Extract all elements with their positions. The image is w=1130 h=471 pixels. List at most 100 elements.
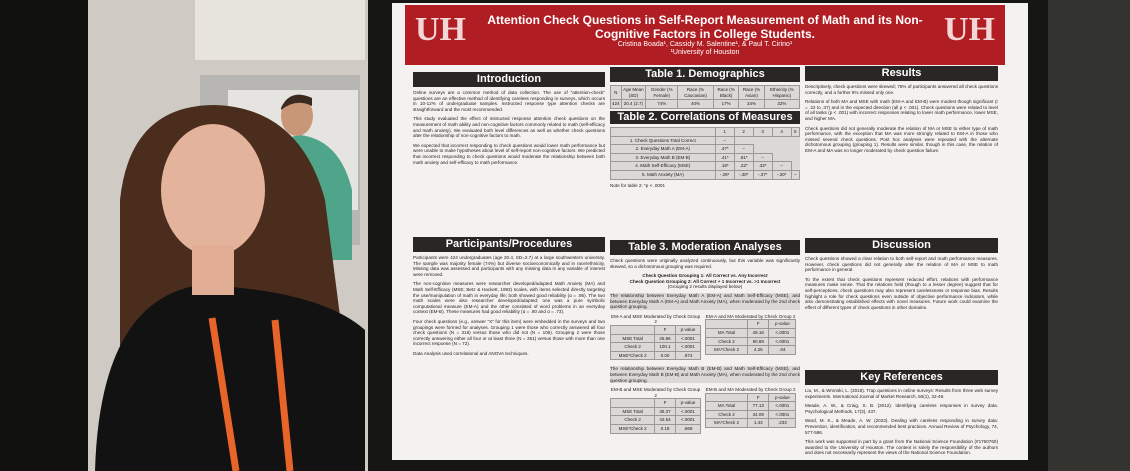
table-cell: .04: [768, 345, 797, 355]
table-cell: –: [733, 144, 754, 154]
table-cell: 90.89: [747, 336, 770, 347]
paragraph: Participants were 424 undergraduates (ag…: [413, 255, 605, 277]
table-cell: MA Total: [704, 327, 749, 338]
table-cell: Check 2: [704, 336, 749, 347]
table2-section: Table 2. Correlations of Measures 1 2 3 4 5 1.…: [610, 111, 800, 237]
table-header: 1: [714, 127, 735, 137]
paragraph: This work was supported in part by a gra…: [805, 439, 998, 456]
section-heading: Table 1. Demographics: [610, 67, 800, 82]
table-header: Race (% Asian): [738, 84, 765, 101]
paragraph: The non-cognitive measures were research…: [413, 281, 605, 315]
table-cell: 2. Everyday Math A (EM-A): [610, 144, 716, 154]
paragraph: Check questions did not generally modera…: [805, 125, 998, 153]
table-row: 3. Everyday Math B (EM-B) .41* .81* –: [610, 152, 800, 163]
table-cell: MSE*Check 2: [610, 424, 656, 434]
table-cell: 4.25: [747, 345, 770, 355]
paragraph: Four check questions (e.g., answer "X" f…: [413, 318, 605, 347]
table-header: N: [610, 84, 622, 101]
paragraph: This study evaluated the effect of instr…: [413, 116, 605, 139]
table-cell: .669: [674, 424, 702, 434]
table-cell: 5. Math Anxiety (MA): [610, 169, 716, 180]
table-cell: <.0001: [674, 415, 702, 426]
table-cell: <.0001: [768, 401, 797, 411]
table-header: 3: [752, 127, 773, 137]
table-row: Check 2 90.89 <.0001: [704, 336, 797, 347]
logo: UH: [944, 11, 995, 48]
table-row: 1. Check Questions Total Correct –: [610, 135, 800, 146]
table-cell: 0.18: [654, 424, 676, 434]
table-cell: 34.09: [747, 409, 770, 420]
table-cell: [610, 127, 716, 137]
table-header: 4: [771, 127, 792, 137]
table-row: 2. Everyday Math A (EM-A) .47* –: [610, 144, 800, 154]
caption: The relationship between Everyday Math B…: [610, 366, 800, 384]
table-cell: <.0001: [768, 327, 797, 338]
man-hair: [281, 94, 312, 110]
table-header: [704, 319, 749, 329]
table-header: p-value: [674, 398, 702, 408]
poster-title: Attention Check Questions in Self-Report…: [487, 13, 923, 41]
table-note: Note for table 2: *p < .0001: [610, 182, 666, 188]
table-cell: –: [714, 135, 735, 146]
sub-table-title: EM-A and MA Moderated by Check Group 2: [705, 313, 796, 319]
table-cell: <.0001: [768, 409, 797, 420]
table-cell: –: [771, 161, 792, 171]
table-cell: MA*Check 2: [704, 345, 749, 355]
table-cell: 1.43: [747, 418, 770, 429]
table-row: MA Total 77.13 <.0001: [704, 401, 797, 411]
table-cell: 1. Check Questions Total Correct: [610, 135, 716, 146]
references-section: Key References Liu, M., & Wronski, L. (20…: [805, 370, 998, 458]
sub-table-title: EM-A and MSE Moderated by Check Group 2: [611, 313, 701, 325]
table-header: [610, 398, 656, 408]
table-cell: .32*: [752, 161, 773, 171]
poster-header: UH UH Attention Check Questions in Self-…: [405, 5, 1005, 65]
table-header: F: [747, 392, 770, 403]
paragraph: Descriptively, check questions were skew…: [805, 84, 998, 95]
table-cell: <.0001: [674, 333, 702, 344]
table-row: 5. Math Anxiety (MA) -.28* -.30* -.37* -.30*…: [610, 169, 800, 180]
table-cell: 4. Math Self-Efficacy (MSE): [610, 161, 716, 171]
paragraph: Meade, A. W., & Craig, S. B. (2012). Ide…: [805, 403, 998, 414]
table-row: MA*Check 2 1.43.233: [704, 418, 797, 429]
table-cell: -.30*: [771, 169, 792, 180]
section-heading: Introduction: [413, 72, 605, 87]
table-cell: MSE Total: [610, 333, 656, 344]
section-heading: Key References: [805, 370, 998, 385]
table-header: F: [654, 324, 676, 335]
table-header: Gender (% Female): [645, 84, 679, 101]
table-row: N Age Mean (SD) Gender (% Female) Race (% C…: [610, 84, 800, 101]
lanyard: [208, 317, 240, 471]
right-wall: [1048, 0, 1130, 471]
paragraph: Data Analysis used correlational and ANO…: [413, 350, 529, 356]
table-header: F: [654, 398, 676, 408]
section-heading: Results: [805, 66, 998, 81]
section-heading: Table 2. Correlations of Measures: [610, 111, 800, 124]
logo: UH: [415, 11, 466, 48]
table-cell: -.30*: [733, 169, 754, 180]
ceiling: [195, 0, 365, 60]
table-cell: 49.16: [747, 327, 770, 338]
sub-table-title: EM-B and MA Moderated by Check Group 2: [705, 387, 796, 393]
sub-table-title: EM-B and MSE Moderated by Check Group 2: [610, 387, 701, 398]
table-cell: 100.1: [654, 342, 676, 352]
table-header: 2: [733, 127, 754, 137]
table-row: 4. Math Self-Efficacy (MSE) .18* .22* .32* –: [610, 161, 800, 171]
table-header: F: [747, 319, 770, 329]
table-cell: –: [790, 169, 800, 180]
grouping: Check Question Grouping 1: All Correct v…: [642, 273, 768, 279]
woman-neck: [192, 245, 234, 295]
poster: UH UH Attention Check Questions in Self-…: [392, 3, 1028, 460]
table-cell: -.28*: [714, 169, 735, 180]
lanyard: [271, 319, 294, 471]
table-cell: MA*Check 2: [704, 418, 749, 429]
caption: The relationship between Everyday Math A…: [610, 292, 800, 310]
table-row: Check 2 34.09 <.0001: [704, 409, 797, 420]
table-cell: 17%: [712, 99, 740, 109]
